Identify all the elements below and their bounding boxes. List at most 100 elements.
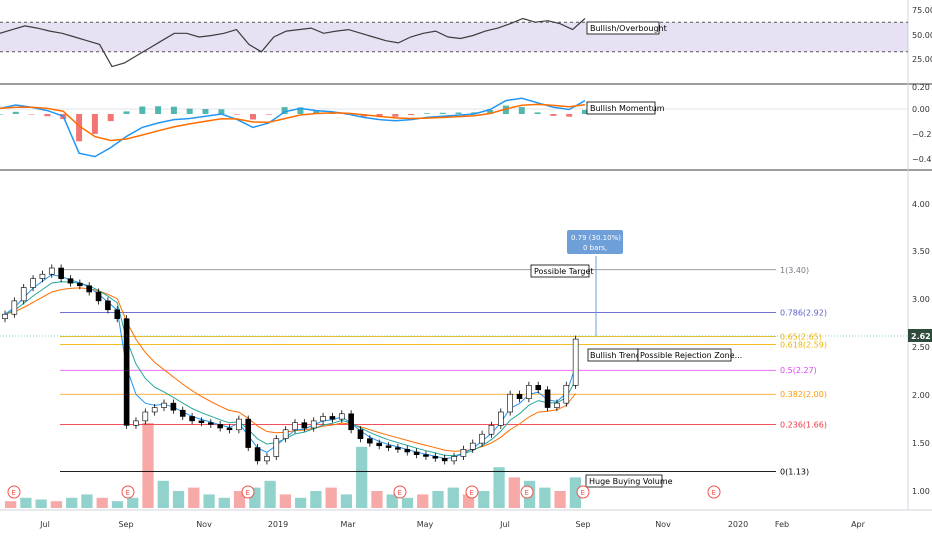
candle-down [432,456,439,459]
candle-down [535,385,542,391]
volume-bar [417,494,429,508]
candle-up [151,407,158,413]
annotation-text: Huge Buying Volume [589,477,673,486]
ema-mid-line [4,281,577,457]
annotation-box [530,264,590,278]
macd-histogram [0,105,588,142]
macd-histogram-bar [139,106,146,114]
volume-bar [508,477,520,508]
candle-down [123,318,130,426]
candle-down [226,427,233,431]
volume-bar [569,477,581,508]
volume-bar [554,491,566,508]
price-tick: 2.00 [912,391,930,400]
macd-line [0,97,586,158]
volume-bar [279,494,291,508]
macd-tick: 0.00 [912,105,930,114]
earnings-marker-icon[interactable] [121,485,135,499]
volume-bar [96,497,108,508]
rejection-zone-annotation[interactable]: Possible Rejection Zone... [637,348,742,362]
macd-histogram-bar [250,114,256,120]
last-price-label: 2.62 [0,329,932,342]
price-tick: 4.00 [912,200,930,209]
annotation-text: Possible Target [534,267,594,276]
time-axis-label: 2019 [268,520,288,529]
volume-bar [172,491,185,508]
earnings-marker-icon[interactable] [707,485,721,499]
candle-down [395,447,401,450]
candle-down [329,416,336,420]
candle-up [11,300,18,315]
candle-down [95,291,102,302]
rsi-annotation-box [586,21,660,35]
candle-down [114,309,121,319]
macd-histogram-bar [281,107,288,114]
time-axis-label: Nov [655,520,671,529]
candle-down [179,409,186,417]
bullish-trend-annotation[interactable]: Bullish Trend [587,348,641,362]
rsi-pane[interactable]: 75.00 50.00 25.00 Bullish/Overbought [0,6,932,68]
fib-level-label: 0.65(2.65) [780,332,822,341]
fib-level-label: 0.786(2.92) [780,308,827,317]
candle-up [292,422,298,431]
macd-histogram-bar [170,106,177,114]
candle-down [208,422,214,425]
earnings-marker-icon[interactable] [576,485,590,499]
macd-annotation[interactable]: Bullish Momentum [586,101,665,115]
volume-bar [432,491,444,508]
candle-down [170,402,177,411]
price-pane[interactable]: 1(3.40) 0.786(2.92) 0.65(2.65)0.618(2.59) 0… [0,200,932,508]
macd-histogram-bar [518,107,525,114]
volume-bar [447,487,459,508]
volume-bar [401,497,414,508]
macd-histogram-bar [123,111,130,114]
volume-bar [493,467,505,508]
candle-up [161,402,167,408]
volume-bar [462,494,475,508]
candle-up [282,429,289,439]
earnings-marker-icon[interactable] [7,485,21,499]
macd-histogram-bar [423,113,430,114]
fibonacci-retracement[interactable]: 1(3.40) 0.786(2.92) 0.65(2.65)0.618(2.59) 0… [60,266,827,477]
price-tick: 1.50 [912,439,930,448]
volume-bar [35,499,47,508]
fib-level-label: 0.618(2.59) [780,340,827,349]
volume-bar [295,497,307,508]
earnings-marker-icon[interactable] [241,485,255,499]
measure-box [567,230,623,254]
earnings-marker-icon[interactable] [465,485,479,499]
earnings-marker-icon[interactable] [393,485,407,499]
volume-bar [264,480,276,508]
macd-histogram-bar [202,109,209,114]
candle-down [404,449,411,453]
macd-histogram-bar [487,110,494,114]
annotation-box [637,348,732,362]
volume-bar [66,497,78,508]
candle-down [86,285,92,293]
macd-histogram-bar [91,114,98,134]
price-measure-tool[interactable]: 0.79 (30.10%) 79 0 bars, [567,230,632,336]
macd-histogram-bar [107,114,114,122]
volume-bar [233,491,246,508]
time-axis[interactable]: Jul Sep Nov 2019 Mar May Jul Sep Nov 2020 Feb Apr [39,520,865,529]
macd-histogram-bar [234,114,241,115]
rsi-annotation[interactable]: Bullish/Overbought [586,21,667,35]
volume-bar [371,491,383,508]
candle-up [30,278,36,288]
measure-text: 0 bars, [583,244,607,252]
earnings-marker-label: E [12,489,16,497]
possible-target-annotation[interactable]: Possible Target [530,264,594,278]
time-axis-label: Mar [340,520,356,529]
macd-histogram-bar [313,111,320,114]
macd-histogram-bar [218,109,225,114]
macd-histogram-bar [471,112,478,114]
macd-pane[interactable]: 0.20 0.00 −0.20 −0.40 Bullish Momentum [0,83,932,164]
volume-bar [310,491,322,508]
earnings-marker-label: E [126,489,130,497]
earnings-marker-icon[interactable] [520,485,534,499]
price-tick: 3.50 [912,247,930,256]
buying-volume-annotation[interactable]: Huge Buying Volume [585,474,673,488]
price-tick: 2.50 [912,343,930,352]
